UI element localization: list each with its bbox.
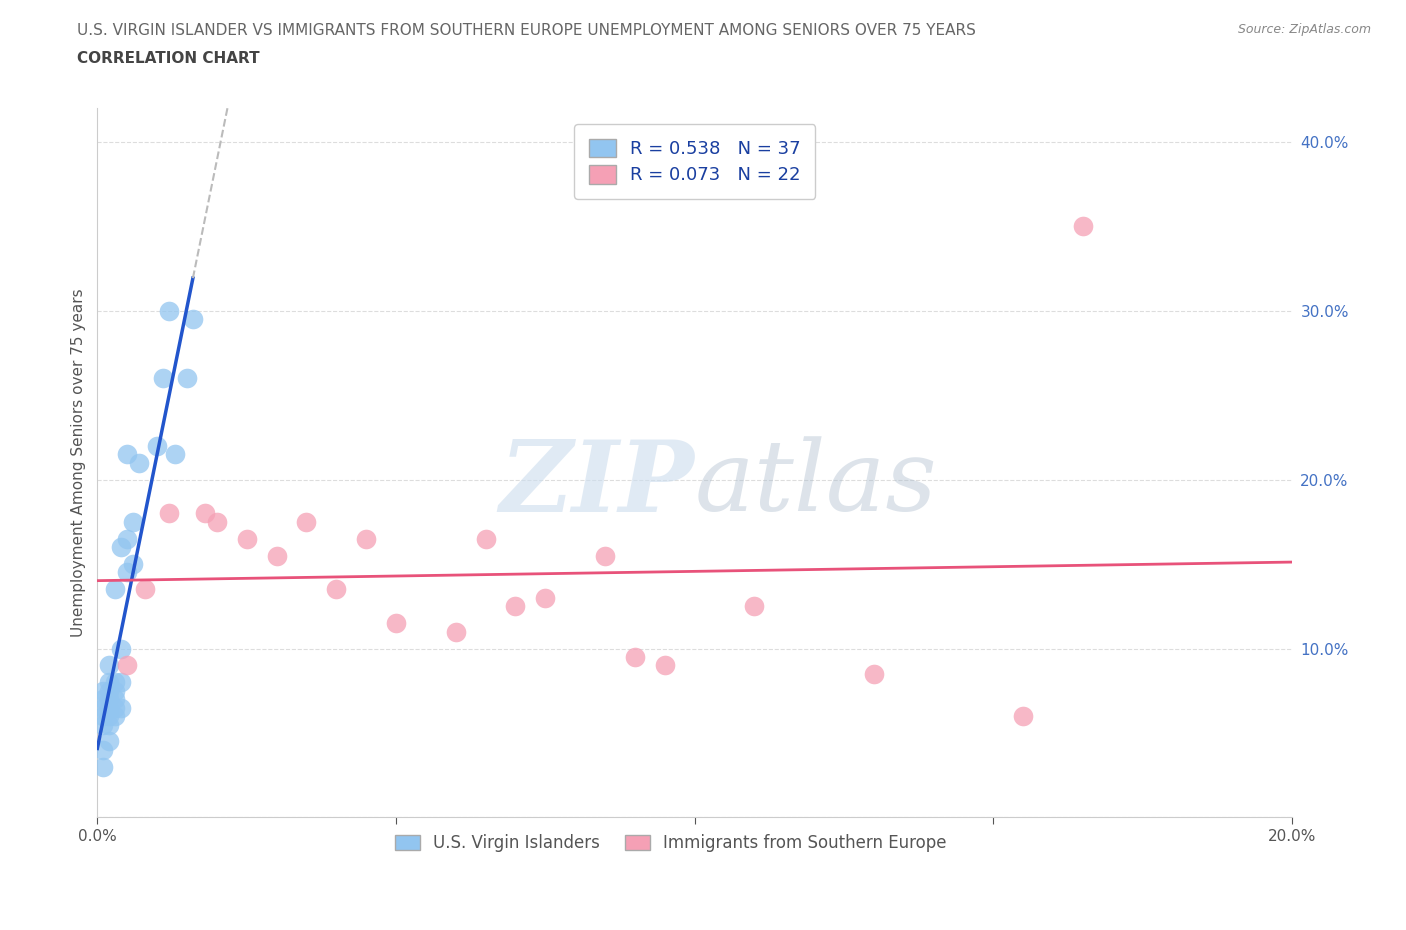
Point [235, 531, 257, 546]
Point [115, 658, 138, 672]
Point [98, 700, 121, 715]
Point [98, 675, 121, 690]
Point [176, 371, 198, 386]
Point [91, 684, 114, 698]
Point [325, 582, 347, 597]
Point [295, 514, 318, 529]
Point [194, 506, 217, 521]
Point [354, 531, 377, 546]
Point [1071, 219, 1094, 233]
Text: CORRELATION CHART: CORRELATION CHART [77, 51, 260, 66]
Text: atlas: atlas [695, 436, 938, 532]
Point [98, 709, 121, 724]
Point [266, 548, 288, 563]
Point [104, 675, 127, 690]
Point [91, 700, 114, 715]
Point [104, 700, 127, 715]
Point [624, 649, 647, 664]
Point [863, 667, 886, 682]
Point [98, 692, 121, 707]
Point [157, 303, 180, 318]
Legend: U.S. Virgin Islanders, Immigrants from Southern Europe: U.S. Virgin Islanders, Immigrants from S… [388, 828, 953, 858]
Point [654, 658, 676, 672]
Point [163, 446, 186, 461]
Point [146, 438, 169, 453]
Point [122, 557, 145, 572]
Point [157, 506, 180, 521]
Point [181, 312, 204, 326]
Text: ZIP: ZIP [499, 436, 695, 532]
Point [104, 684, 127, 698]
Y-axis label: Unemployment Among Seniors over 75 years: Unemployment Among Seniors over 75 years [72, 288, 86, 637]
Point [534, 591, 557, 605]
Text: U.S. VIRGIN ISLANDER VS IMMIGRANTS FROM SOUTHERN EUROPE UNEMPLOYMENT AMONG SENIO: U.S. VIRGIN ISLANDER VS IMMIGRANTS FROM … [77, 23, 976, 38]
Point [134, 582, 156, 597]
Point [91, 692, 114, 707]
Point [152, 371, 174, 386]
Point [744, 599, 766, 614]
Point [128, 456, 150, 471]
Point [205, 514, 228, 529]
Point [98, 658, 121, 672]
Point [91, 742, 114, 757]
Point [110, 641, 132, 656]
Point [110, 700, 132, 715]
Point [385, 616, 408, 631]
Point [91, 709, 114, 724]
Point [444, 624, 467, 639]
Point [104, 709, 127, 724]
Point [122, 514, 145, 529]
Text: Source: ZipAtlas.com: Source: ZipAtlas.com [1237, 23, 1371, 36]
Point [110, 539, 132, 554]
Point [104, 692, 127, 707]
Point [115, 565, 138, 580]
Point [505, 599, 527, 614]
Point [91, 759, 114, 774]
Point [104, 582, 127, 597]
Point [1012, 709, 1035, 724]
Point [115, 531, 138, 546]
Point [98, 684, 121, 698]
Point [98, 717, 121, 732]
Point [593, 548, 616, 563]
Point [115, 446, 138, 461]
Point [91, 717, 114, 732]
Point [474, 531, 496, 546]
Point [110, 675, 132, 690]
Point [98, 734, 121, 749]
